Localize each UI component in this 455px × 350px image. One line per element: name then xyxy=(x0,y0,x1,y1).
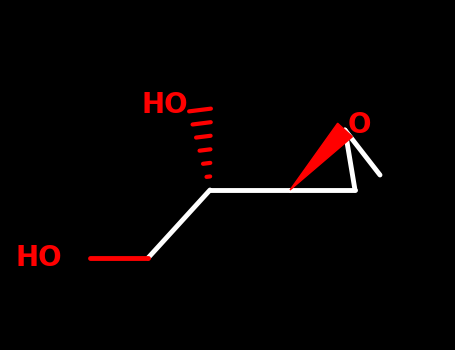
Text: HO: HO xyxy=(15,244,62,272)
Polygon shape xyxy=(290,123,352,190)
Text: O: O xyxy=(347,111,371,139)
Text: HO: HO xyxy=(142,91,188,119)
